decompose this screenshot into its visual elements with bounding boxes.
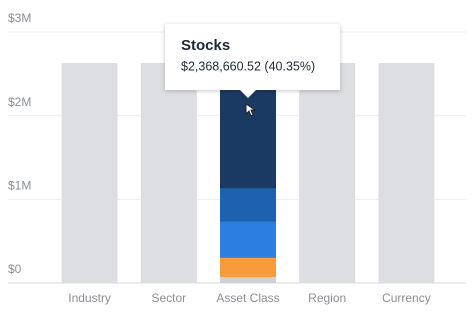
x-tick-label: Region — [308, 291, 346, 305]
tooltip-value: $2,368,660.52 (40.35%) — [181, 59, 315, 73]
bar-segment — [140, 62, 197, 283]
tooltip-box — [165, 24, 340, 98]
x-tick-label: Asset Class — [216, 291, 279, 305]
y-tick-label: $1M — [8, 179, 31, 193]
x-tick-label: Currency — [382, 291, 431, 305]
y-tick-label: $2M — [8, 95, 31, 109]
tooltip: Stocks $2,368,660.52 (40.35%) — [165, 24, 340, 98]
bar-segment — [299, 62, 356, 283]
y-tick-label: $3M — [8, 11, 31, 25]
x-tick-label: Sector — [151, 291, 186, 305]
bar-segment — [220, 221, 276, 258]
bar-segment — [378, 62, 435, 283]
y-tick-label: $0 — [8, 262, 22, 276]
cursor — [245, 103, 257, 117]
plot: $0 $1M $2M $3M Industry Sector Asset Class Regi… — [8, 11, 466, 305]
x-tick-label: Industry — [68, 291, 111, 305]
tooltip-title: Stocks — [181, 37, 230, 54]
bar-segment — [220, 277, 276, 283]
bar-segment — [220, 257, 276, 278]
bar-segment — [61, 62, 118, 283]
bar-segment — [220, 188, 276, 222]
